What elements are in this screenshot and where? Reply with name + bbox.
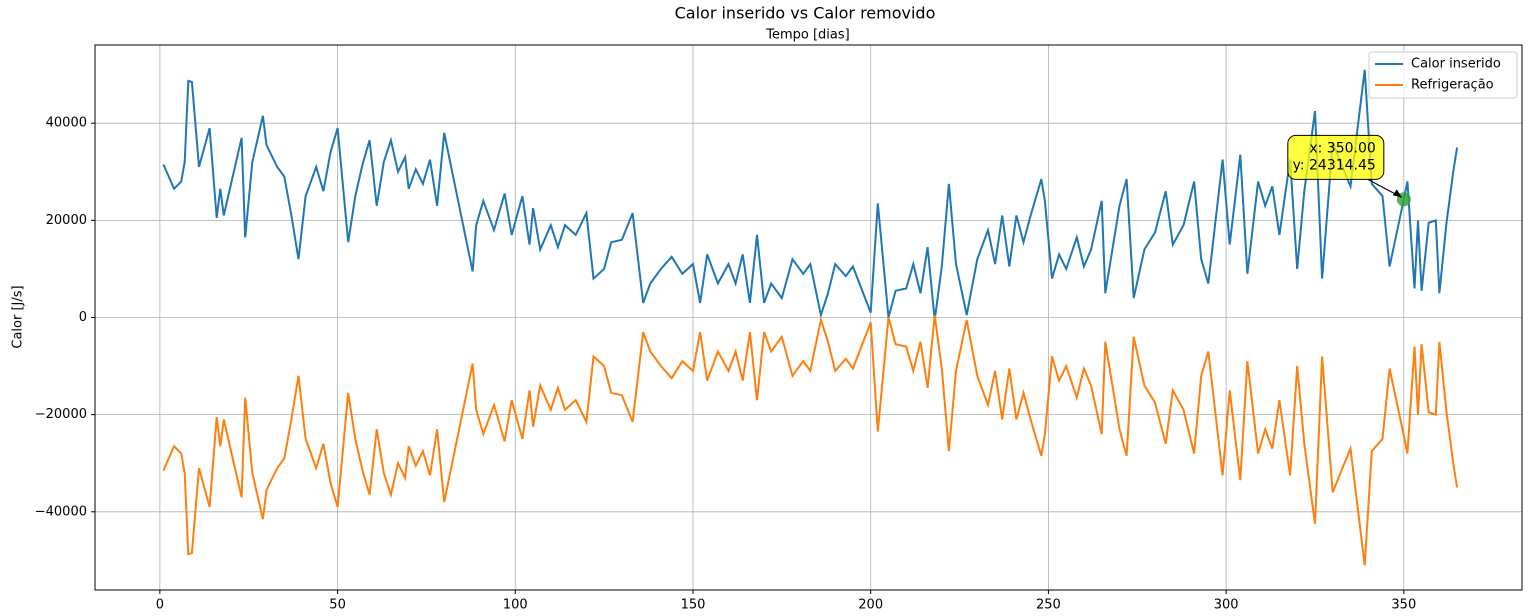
x-axis-label: Tempo [dias] [765, 28, 849, 43]
x-tick-label: 350 [1391, 598, 1416, 613]
annotation-box [1287, 134, 1385, 180]
series-line [162, 314, 1459, 566]
legend-label: Refrigeração [1411, 78, 1494, 93]
x-tick-label: 250 [1036, 598, 1061, 613]
x-tick-label: 300 [1214, 598, 1239, 613]
y-tick-label: 20000 [46, 213, 87, 228]
y-tick-label: −20000 [35, 407, 87, 422]
x-tick-label: 100 [503, 598, 528, 613]
annotation-arrowhead [1392, 189, 1402, 198]
series-line [162, 69, 1459, 321]
annotation-text: y: 24314.45 [1293, 157, 1376, 173]
x-tick-label: 0 [156, 598, 164, 613]
y-tick-label: 40000 [46, 116, 87, 131]
y-tick-label: 0 [79, 310, 87, 325]
annotation-text: x: 350.00 [1309, 140, 1375, 156]
y-tick-label: −40000 [35, 504, 87, 519]
chart-title: Calor inserido vs Calor removido [675, 4, 936, 23]
x-tick-label: 200 [858, 598, 883, 613]
x-tick-label: 150 [681, 598, 706, 613]
x-tick-label: 50 [329, 598, 346, 613]
legend-label: Calor inserido [1411, 57, 1501, 72]
legend-box [1368, 51, 1518, 99]
y-axis-label: Calor [J/s] [11, 285, 26, 348]
legend: Calor inserido Refrigeração [1368, 51, 1518, 99]
plot-frame [94, 44, 1523, 591]
